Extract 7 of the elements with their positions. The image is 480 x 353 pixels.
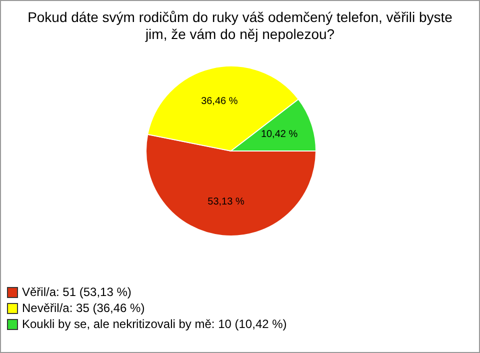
legend-label: Koukli by se, ale nekritizovali by mě: 10 (10,42 %) (22, 316, 287, 332)
legend-label: Nevěřil/a: 35 (36,46 %) (22, 300, 145, 316)
data-label: 53,13 % (208, 196, 244, 208)
data-label: 10,42 % (260, 129, 298, 140)
data-label: 36,46 % (201, 96, 238, 107)
chart-title: Pokud dáte svým rodičům do ruky váš odemčený telefon, věřili byste jim, že vám do něj nepolezou? (26, 8, 454, 43)
legend-label: Věřil/a: 51 (53,13 %) (22, 284, 132, 300)
